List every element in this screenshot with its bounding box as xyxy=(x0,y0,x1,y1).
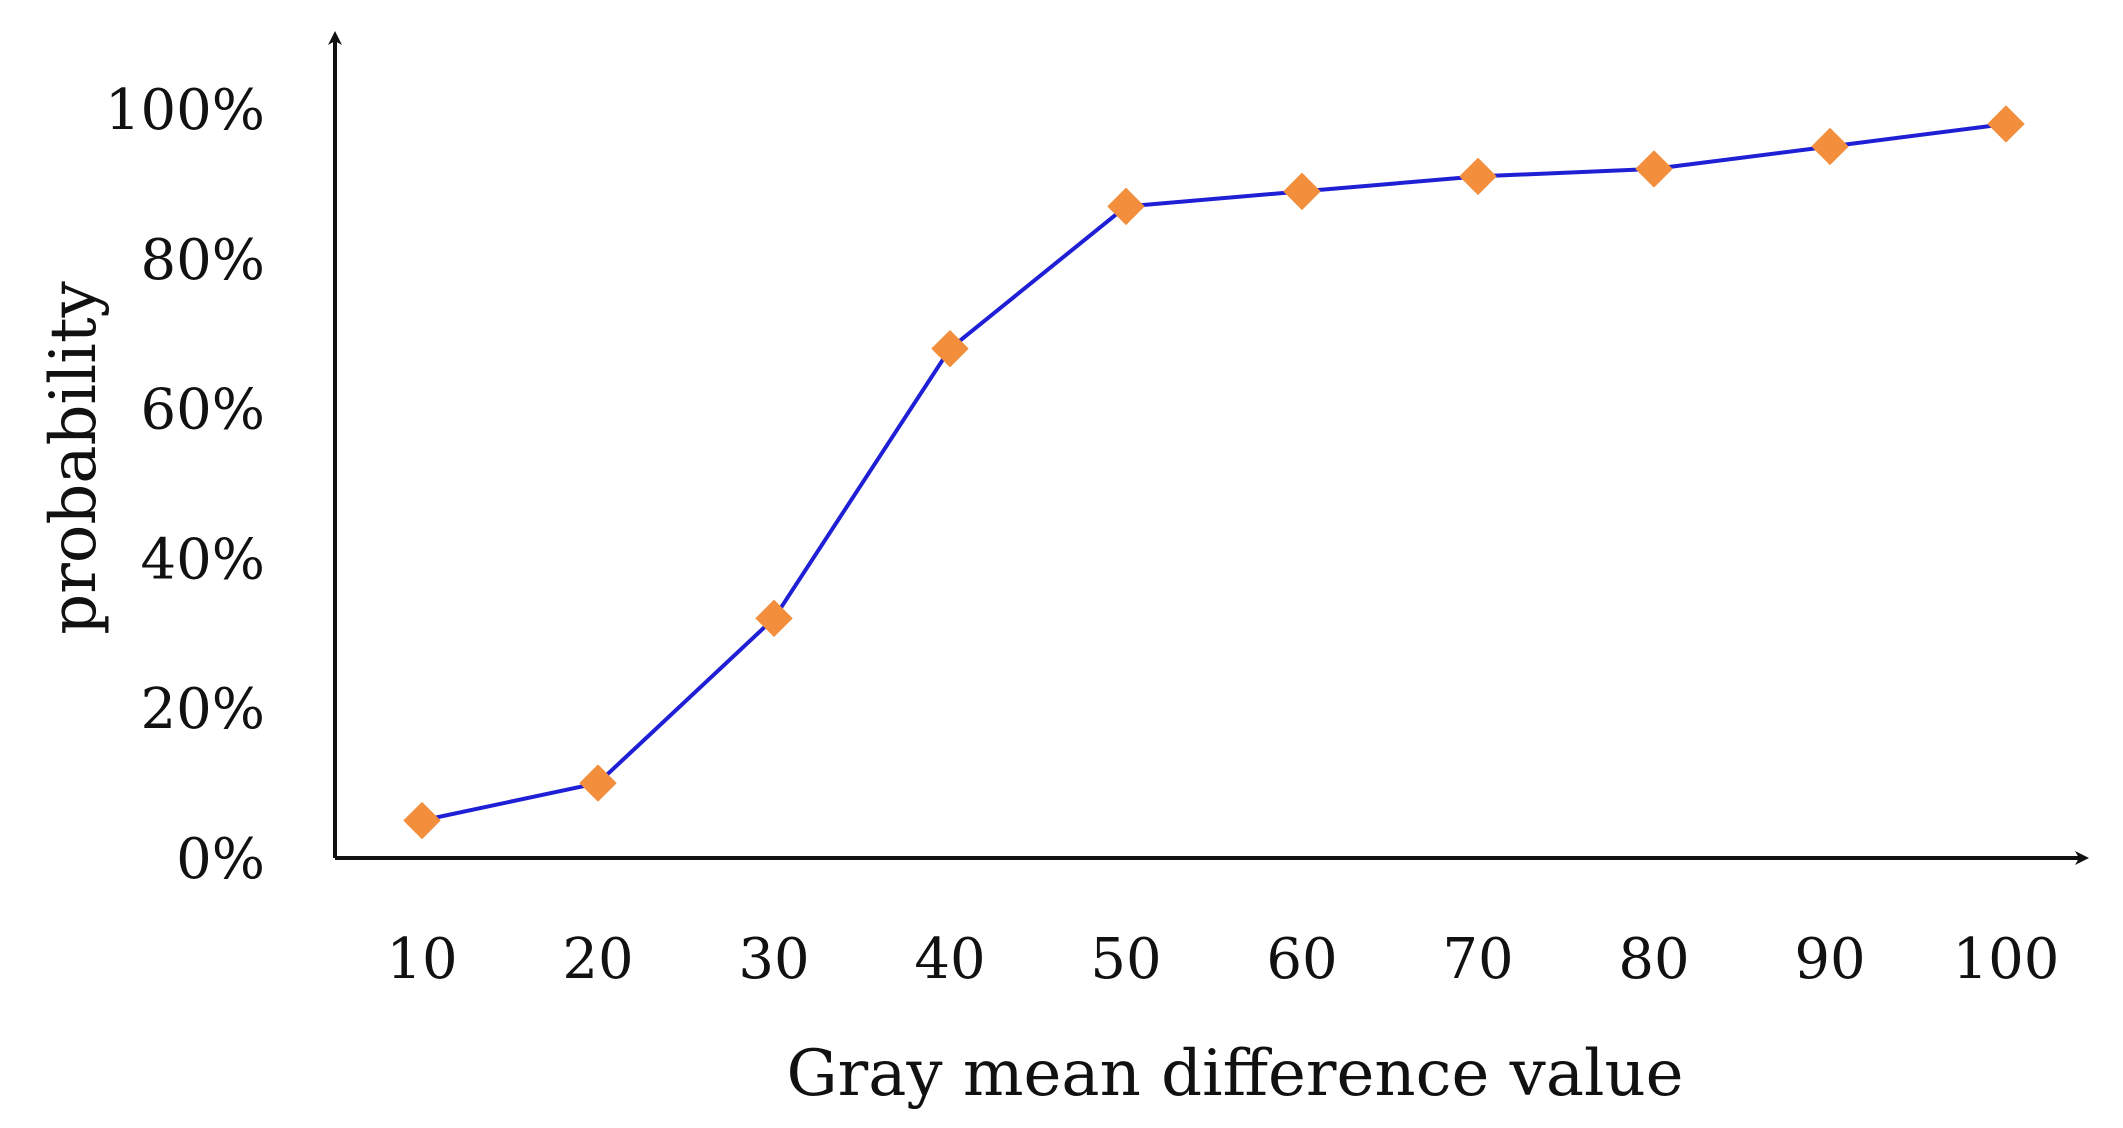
data-point xyxy=(1987,105,2025,143)
data-point xyxy=(1811,127,1849,166)
y-tick-label: 0% xyxy=(176,827,265,892)
x-tick-label: 30 xyxy=(738,927,809,992)
x-tick-label: 100 xyxy=(1953,927,2060,992)
data-point xyxy=(931,329,969,368)
x-tick-label: 40 xyxy=(914,927,985,992)
y-tick-label: 60% xyxy=(141,378,265,443)
y-axis-title: probability xyxy=(37,281,111,634)
x-tick-label: 20 xyxy=(562,927,633,992)
data-point xyxy=(755,599,793,638)
series-line xyxy=(420,122,2008,823)
axes xyxy=(328,31,2089,865)
tick-labels: 0% 20% 40% 60% 80% 100% 10 20 30 40 50 60 70 80 90 100 xyxy=(105,78,2060,992)
data-point xyxy=(1459,157,1497,196)
x-tick-label: 90 xyxy=(1794,927,1865,992)
y-tick-label: 80% xyxy=(141,228,265,293)
data-point xyxy=(1283,172,1321,211)
data-point xyxy=(403,801,441,840)
data-point xyxy=(579,764,617,802)
y-tick-label: 20% xyxy=(141,677,265,742)
y-tick-label: 40% xyxy=(141,527,265,592)
x-tick-label: 80 xyxy=(1618,927,1689,992)
x-axis-title: Gray mean difference value xyxy=(786,1037,1683,1111)
x-tick-label: 70 xyxy=(1442,927,1513,992)
x-tick-label: 60 xyxy=(1266,927,1337,992)
x-tick-label: 50 xyxy=(1090,927,1161,992)
data-point xyxy=(1107,187,1145,226)
x-tick-label: 10 xyxy=(386,927,457,992)
data-point xyxy=(1635,150,1673,188)
series-layer xyxy=(403,105,2025,840)
y-tick-label: 100% xyxy=(105,78,265,143)
